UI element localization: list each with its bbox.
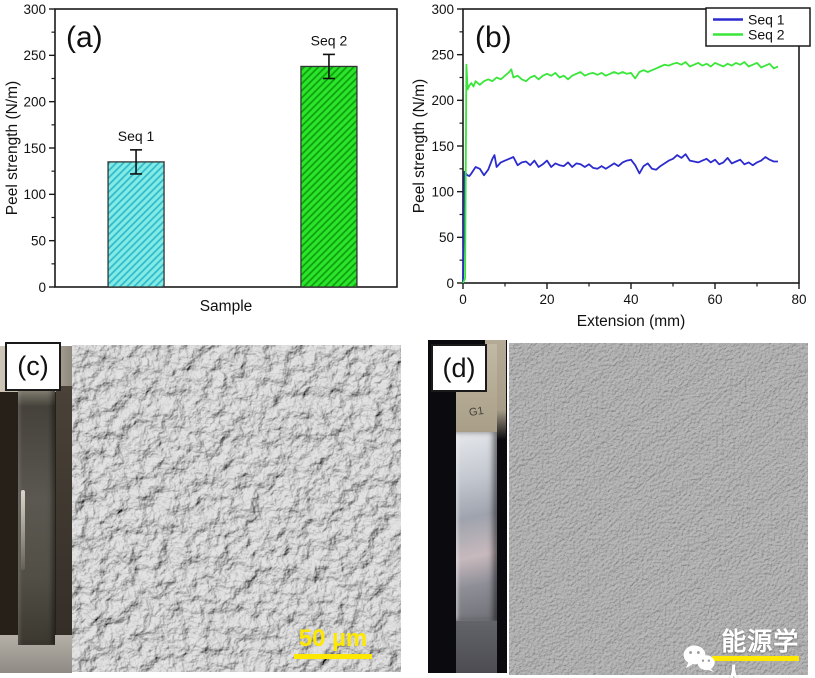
panel-label-c: (c) (5, 342, 61, 391)
strip-foot (456, 621, 497, 673)
svg-text:Peel strength (N/m): Peel strength (N/m) (411, 79, 428, 213)
scalebar-d (712, 656, 799, 661)
svg-text:60: 60 (707, 292, 722, 307)
scalebar-bar (294, 654, 372, 659)
sem-texture-particles (72, 345, 401, 672)
series-Seq 1 (462, 153, 778, 284)
bars: Seq 1 Seq 2 (107, 32, 358, 288)
svg-text:Extension (mm): Extension (mm) (577, 313, 686, 330)
strip-annotation: G1 (468, 405, 485, 419)
svg-text:Seq 1: Seq 1 (118, 128, 155, 144)
photo-background-side (56, 386, 72, 673)
svg-text:Sample: Sample (200, 298, 253, 315)
line-chart: 0 50 100 150 200 250 300 0 20 40 60 80 Extension (mm… (411, 2, 811, 330)
sem-image-d (509, 343, 808, 675)
sem-image-c (72, 345, 401, 672)
peel-strip-photo-c (0, 346, 72, 673)
sem-diagonal-streaks (509, 343, 808, 675)
sem-texture-smooth (509, 343, 808, 675)
svg-text:300: 300 (431, 2, 454, 17)
axes-a: 0 50 100 150 200 250 300 Sample Peel strength (N… (4, 2, 398, 315)
svg-text:80: 80 (791, 292, 806, 307)
svg-text:0: 0 (38, 280, 46, 295)
svg-text:300: 300 (23, 2, 46, 17)
svg-text:Peel strength (N/m): Peel strength (N/m) (4, 81, 21, 215)
svg-text:Seq 2: Seq 2 (311, 32, 348, 48)
panel-label-d: (d) (431, 344, 487, 392)
series-Seq 2 (462, 61, 779, 284)
panel-b: 0 50 100 150 200 250 300 0 20 40 60 80 Extension (mm… (405, 0, 815, 330)
bar-chart: 0 50 100 150 200 250 300 Sample Peel strength (N… (4, 2, 398, 315)
svg-text:50: 50 (31, 233, 46, 248)
watermark-text: 能源学人 (721, 628, 800, 678)
svg-text:200: 200 (23, 94, 46, 109)
metal-surface (456, 432, 497, 621)
strip-highlight (21, 490, 25, 570)
scalebar-c: 50 µm (288, 626, 378, 659)
svg-text:Seq 1: Seq 1 (748, 11, 785, 27)
current-collector-strip: G1 (456, 344, 497, 673)
panel-label-c-text: (c) (17, 351, 49, 381)
wechat-icon (683, 645, 715, 673)
series (462, 61, 779, 284)
svg-text:250: 250 (23, 48, 46, 63)
svg-text:100: 100 (431, 184, 454, 199)
svg-text:40: 40 (623, 292, 638, 307)
electrode-strip (18, 380, 55, 645)
svg-text:50: 50 (439, 230, 454, 245)
svg-text:150: 150 (431, 139, 454, 154)
scalebar-text: 50 µm (298, 625, 368, 652)
svg-text:200: 200 (431, 93, 454, 108)
svg-text:0: 0 (446, 276, 454, 291)
svg-text:Seq 2: Seq 2 (748, 26, 785, 42)
panel-label-d-text: (d) (442, 352, 476, 383)
svg-text:20: 20 (539, 292, 554, 307)
svg-text:250: 250 (431, 47, 454, 62)
peel-strip-photo-d: G1 (428, 340, 507, 673)
svg-text:0: 0 (459, 292, 467, 307)
watermark: 能源学人 (682, 622, 815, 678)
svg-text:150: 150 (23, 141, 46, 156)
svg-text:(b): (b) (475, 21, 512, 54)
svg-text:100: 100 (23, 187, 46, 202)
axes-b: 0 50 100 150 200 250 300 0 20 40 60 80 Extension (mm… (411, 2, 807, 330)
panel-a: 0 50 100 150 200 250 300 Sample Peel strength (N… (0, 0, 405, 330)
svg-text:(a): (a) (66, 21, 103, 54)
